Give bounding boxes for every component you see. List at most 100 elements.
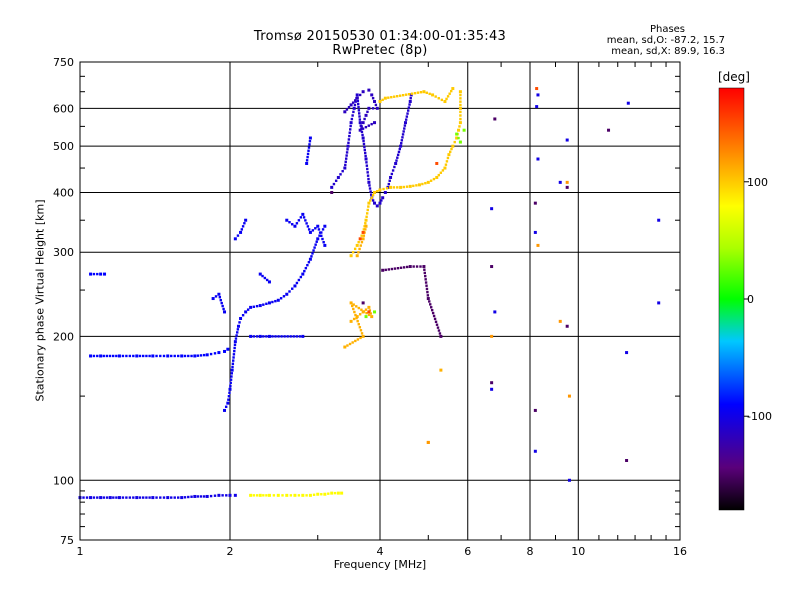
data-point xyxy=(493,310,497,314)
data-point xyxy=(297,219,301,222)
data-point xyxy=(274,335,277,338)
data-point xyxy=(291,287,294,290)
data-point xyxy=(355,243,359,247)
data-point xyxy=(401,133,405,136)
data-point xyxy=(305,161,309,165)
data-point xyxy=(202,353,206,357)
data-point xyxy=(132,496,135,499)
data-point xyxy=(280,335,283,338)
data-point xyxy=(412,265,415,268)
data-point xyxy=(391,169,395,172)
data-point xyxy=(283,335,286,338)
data-point xyxy=(365,164,369,167)
data-point xyxy=(353,103,357,107)
data-point xyxy=(307,228,311,231)
data-point xyxy=(267,493,271,497)
data-point xyxy=(358,118,362,121)
data-point xyxy=(490,387,494,391)
data-point xyxy=(364,113,368,117)
data-point xyxy=(348,131,351,134)
data-point xyxy=(399,144,403,148)
data-point xyxy=(364,224,368,228)
data-point xyxy=(236,234,240,237)
data-point xyxy=(105,354,109,358)
data-point xyxy=(395,159,398,162)
data-point xyxy=(490,334,494,338)
data-point xyxy=(369,199,372,202)
data-point xyxy=(403,127,406,130)
data-point xyxy=(396,153,400,157)
data-point xyxy=(354,339,357,343)
data-point xyxy=(218,296,222,299)
data-point xyxy=(533,201,537,205)
data-point xyxy=(205,353,209,357)
data-point xyxy=(232,356,235,359)
data-point xyxy=(293,224,297,228)
data-point xyxy=(196,354,200,357)
chart-subtitle: RwPretec (8p) xyxy=(332,43,428,58)
data-point xyxy=(366,110,369,114)
data-point xyxy=(285,218,289,222)
data-point xyxy=(262,335,265,338)
data-point xyxy=(244,218,248,222)
data-point xyxy=(173,496,176,499)
data-point xyxy=(339,173,342,176)
data-point xyxy=(439,334,443,338)
data-point xyxy=(369,190,372,193)
y-axis-label: Stationary phase Virtual Height [km] xyxy=(33,199,47,402)
data-point xyxy=(135,496,139,500)
data-point xyxy=(361,230,365,234)
data-point xyxy=(366,174,370,177)
data-point xyxy=(375,106,379,110)
data-point xyxy=(327,492,330,495)
data-point xyxy=(361,127,365,130)
data-point xyxy=(437,329,441,332)
data-point xyxy=(435,161,439,165)
data-point xyxy=(349,103,353,107)
data-point xyxy=(459,100,462,103)
data-point xyxy=(373,201,377,205)
data-point xyxy=(151,496,155,500)
data-point xyxy=(229,384,232,388)
data-point xyxy=(89,496,93,500)
data-point xyxy=(258,304,262,308)
data-point xyxy=(404,93,408,96)
data-point xyxy=(437,173,441,177)
data-point xyxy=(459,110,462,114)
data-point xyxy=(291,223,294,226)
data-point xyxy=(219,298,222,302)
data-point xyxy=(357,112,361,115)
data-point xyxy=(305,494,308,497)
data-point xyxy=(265,335,268,338)
data-point xyxy=(367,310,371,314)
data-point xyxy=(318,234,321,237)
data-point xyxy=(368,184,371,187)
data-point xyxy=(396,94,399,98)
data-point xyxy=(330,185,334,189)
data-point xyxy=(293,284,297,288)
data-point xyxy=(365,161,368,164)
data-point xyxy=(249,305,253,309)
data-point xyxy=(369,193,373,196)
data-point xyxy=(383,96,387,100)
y-tick-label: 500 xyxy=(53,140,74,153)
data-point xyxy=(355,254,359,258)
data-point xyxy=(159,354,162,358)
data-point xyxy=(408,184,412,188)
data-point xyxy=(356,102,360,106)
data-point xyxy=(352,317,356,321)
data-point xyxy=(361,334,365,338)
data-point xyxy=(271,300,274,304)
data-point xyxy=(533,449,537,453)
data-point xyxy=(263,276,267,280)
data-point xyxy=(236,331,239,334)
data-point xyxy=(393,267,397,270)
data-point xyxy=(364,218,368,222)
data-point xyxy=(373,190,377,194)
data-point xyxy=(358,326,362,329)
data-point xyxy=(367,88,371,92)
data-point xyxy=(378,100,382,104)
data-point xyxy=(230,368,234,372)
data-point xyxy=(128,354,132,358)
data-point xyxy=(382,187,385,191)
